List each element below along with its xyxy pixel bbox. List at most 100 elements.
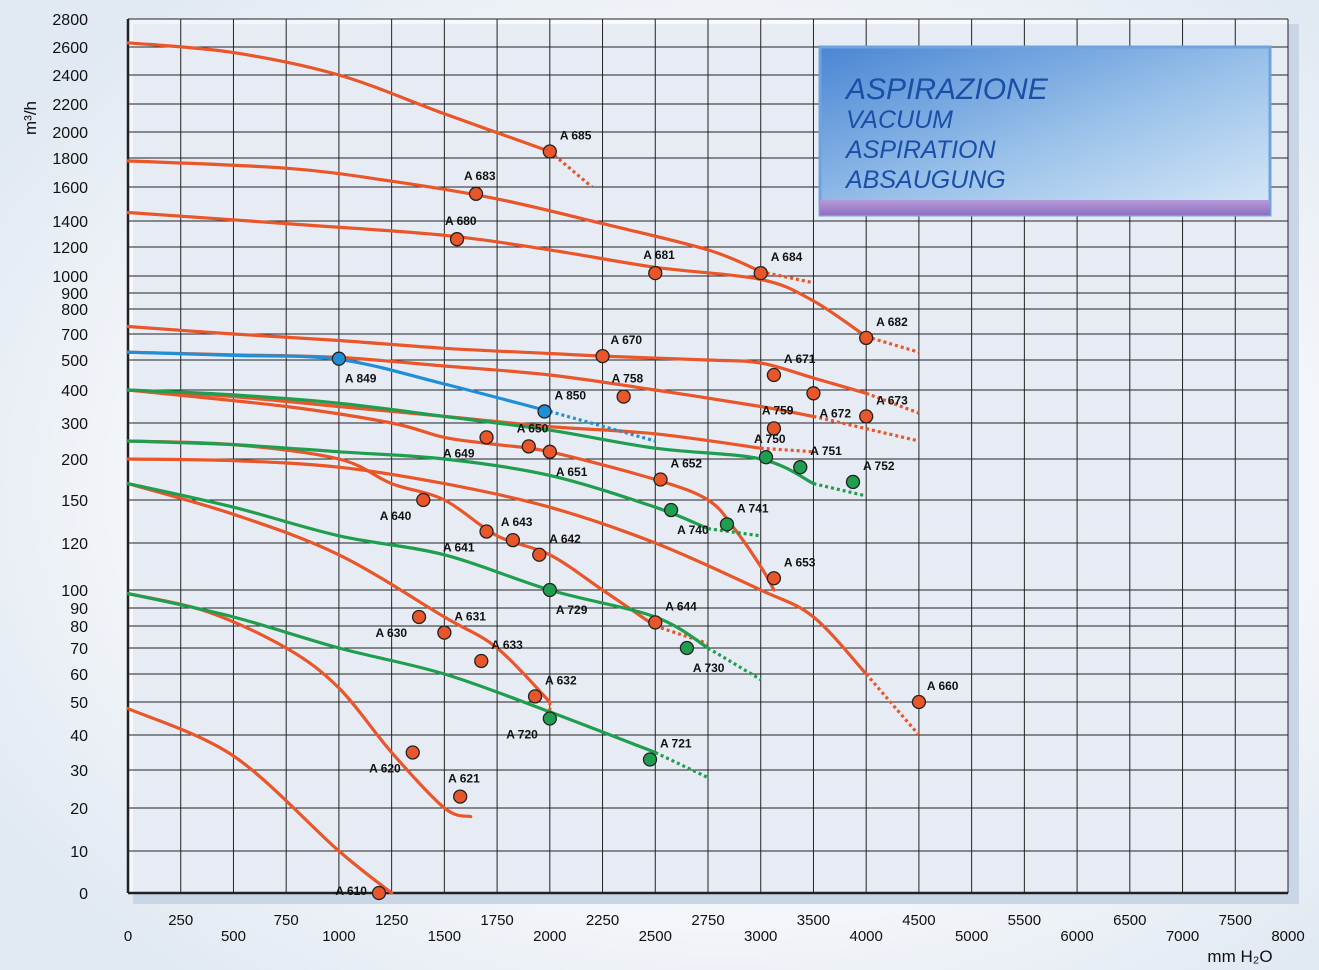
point-marker xyxy=(642,752,658,767)
y-tick-label: 100 xyxy=(61,583,88,600)
y-tick-label: 400 xyxy=(61,383,88,400)
x-tick-label: 500 xyxy=(221,928,246,945)
point-marker xyxy=(766,571,782,586)
curve-orange xyxy=(126,707,394,895)
x-tick-label: 2250 xyxy=(586,912,619,929)
point-marker xyxy=(542,444,557,459)
point-marker xyxy=(527,689,543,704)
point-marker xyxy=(416,492,431,508)
point-marker xyxy=(766,367,782,383)
x-tick-label: 5000 xyxy=(955,928,988,945)
point-label: A 685 xyxy=(560,129,592,143)
x-tick-label: 1000 xyxy=(322,928,355,945)
point-label: A 680 xyxy=(445,214,477,228)
point-label: A 642 xyxy=(549,532,581,546)
point-marker xyxy=(371,885,387,901)
point-marker xyxy=(806,386,821,401)
point-label: A 651 xyxy=(556,465,588,479)
point-label: A 758 xyxy=(612,372,644,386)
ylabel-text: m³/h xyxy=(21,101,40,135)
point-marker xyxy=(859,409,874,424)
point-label: A 610 xyxy=(335,884,367,898)
xlabel-text: mm H₂O xyxy=(1207,947,1272,966)
point-marker xyxy=(437,625,452,640)
curve-green xyxy=(126,482,710,650)
point-label: A 620 xyxy=(369,762,401,776)
x-tick-label: 3000 xyxy=(744,928,777,945)
x-tick-label: 8000 xyxy=(1271,928,1304,945)
x-tick-label: 1750 xyxy=(480,912,513,929)
x-tick-label: 6500 xyxy=(1113,912,1146,929)
y-tick-label: 200 xyxy=(61,452,88,469)
point-label: A 632 xyxy=(545,673,577,687)
y-tick-label: 2400 xyxy=(52,68,88,85)
point-label: A 640 xyxy=(380,509,412,523)
point-marker xyxy=(648,265,663,281)
point-marker xyxy=(845,474,861,490)
y-tick-label: 10 xyxy=(70,844,88,861)
point-label: A 630 xyxy=(375,626,407,640)
point-marker xyxy=(616,389,631,404)
y-tick-label: 1800 xyxy=(52,151,88,168)
point-marker xyxy=(453,789,468,804)
y-tick-label: 50 xyxy=(70,695,88,712)
point-label: A 671 xyxy=(784,352,816,366)
x-tick-label: 7000 xyxy=(1166,928,1199,945)
x-tick-label: 6000 xyxy=(1060,928,1093,945)
y-tick-label: 70 xyxy=(70,641,88,658)
title-line-2: VACUUM xyxy=(846,106,953,134)
x-tick-label: 250 xyxy=(168,912,193,929)
point-label: A 751 xyxy=(810,444,842,458)
y-tick-label: 2800 xyxy=(52,12,88,29)
y-tick-label: 1000 xyxy=(52,269,88,286)
y-tick-label: 700 xyxy=(61,327,88,344)
x-tick-label: 3500 xyxy=(797,912,830,929)
point-label: A 720 xyxy=(506,728,538,742)
point-label: A 673 xyxy=(876,393,908,407)
point-marker xyxy=(793,460,808,475)
y-tick-label: 2000 xyxy=(52,125,88,142)
curve-extension xyxy=(707,527,761,538)
x-tick-label: 4000 xyxy=(849,928,882,945)
point-marker xyxy=(468,186,484,201)
point-label: A 644 xyxy=(665,599,697,613)
point-marker xyxy=(859,330,874,346)
x-tick-label: 2500 xyxy=(639,928,672,945)
x-tick-label: 1250 xyxy=(375,912,408,929)
title-box-bottom xyxy=(820,200,1270,215)
y-tick-label: 1600 xyxy=(52,180,88,197)
point-marker xyxy=(474,653,489,669)
point-marker xyxy=(542,144,557,159)
point-marker xyxy=(449,232,465,247)
y-tick-label: 0 xyxy=(79,886,88,903)
point-marker xyxy=(648,615,663,630)
y-tick-label: 90 xyxy=(70,601,88,618)
point-marker xyxy=(537,404,552,419)
point-label: A 729 xyxy=(556,603,588,617)
curve-extension xyxy=(760,446,814,454)
y-tick-label: 150 xyxy=(61,493,88,510)
point-marker xyxy=(753,265,768,281)
point-label: A 631 xyxy=(454,610,486,624)
y-axis-label: m³/h xyxy=(21,101,40,135)
curve-orange xyxy=(126,457,868,676)
x-tick-label: 2750 xyxy=(691,912,724,929)
curve-extension xyxy=(864,672,921,737)
curve-extension xyxy=(654,751,709,780)
y-tick-label: 120 xyxy=(61,536,88,553)
title-box-bg xyxy=(818,45,1272,217)
y-tick-label: 800 xyxy=(61,302,88,319)
curve-green xyxy=(126,388,816,486)
curve-orange xyxy=(126,388,776,592)
y-tick-label: 60 xyxy=(70,667,88,684)
point-marker xyxy=(542,582,557,598)
x-tick-label: 1500 xyxy=(428,928,461,945)
point-label: A 670 xyxy=(611,333,643,347)
curve-orange xyxy=(126,324,868,395)
x-axis-ticks: 0 250 500 750 1000 1250 1500 1750 2000 2250 2500 27… xyxy=(124,912,1305,945)
curve-extension xyxy=(813,414,920,443)
point-marker xyxy=(595,348,610,364)
point-label: A 633 xyxy=(491,638,523,652)
point-marker xyxy=(719,517,735,532)
